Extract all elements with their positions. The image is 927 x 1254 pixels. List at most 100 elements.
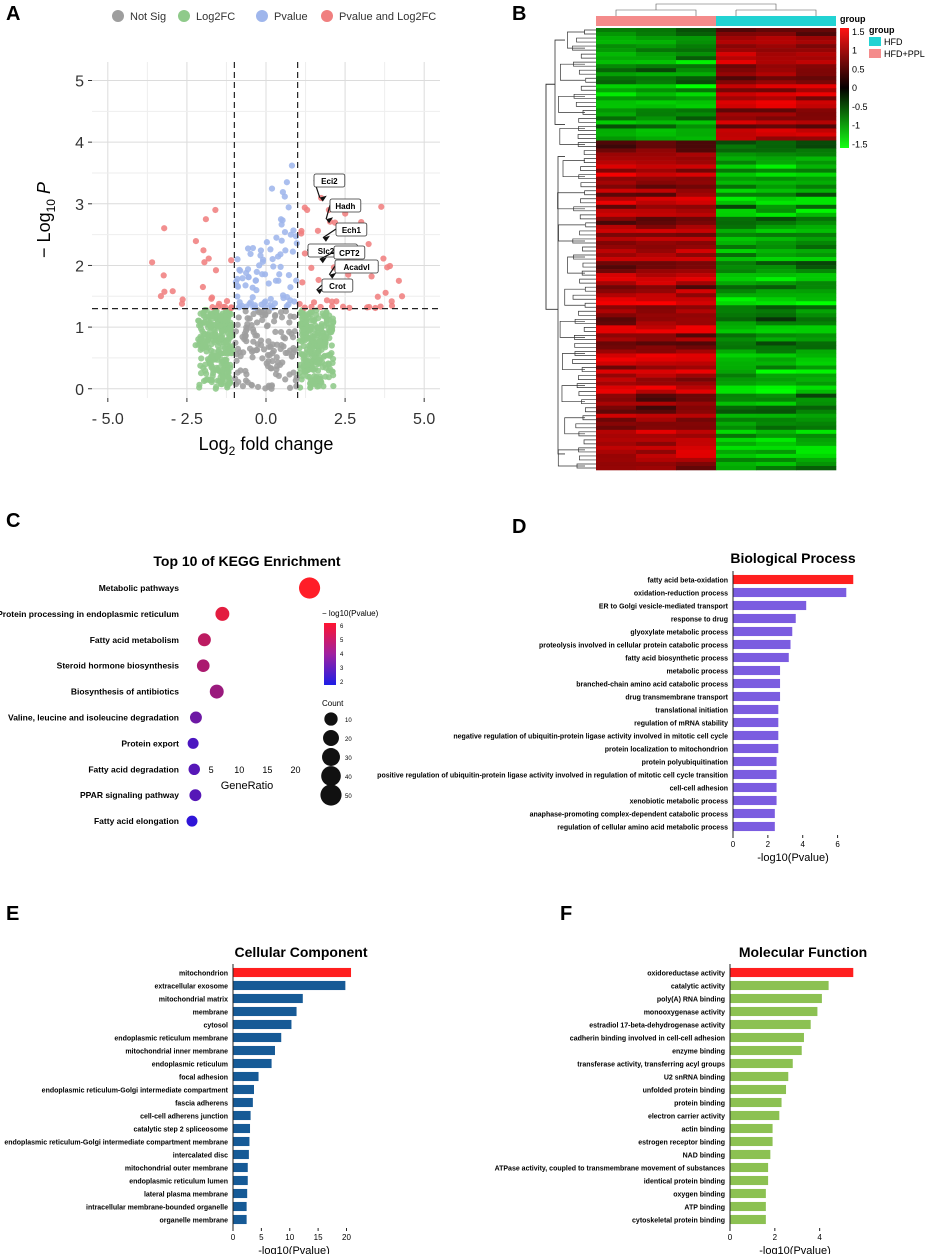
dendrogram-branch <box>584 302 596 308</box>
heatmap-cell <box>796 148 837 153</box>
heatmap-cell <box>756 437 797 443</box>
heatmap-cell <box>676 128 717 133</box>
heatmap-cell <box>636 100 677 105</box>
heatmap-cell <box>636 36 677 41</box>
heatmap-cell <box>716 401 757 407</box>
heatmap-cell <box>636 453 677 459</box>
heatmap-cell <box>676 341 717 346</box>
heatmap-cell <box>596 261 637 266</box>
heatmap-cell <box>636 425 677 431</box>
volcano-point <box>251 304 259 311</box>
heatmap-cell <box>596 132 637 137</box>
heatmap-cell <box>676 160 717 165</box>
heatmap-cell <box>796 457 837 463</box>
dendrogram-branch <box>557 449 585 467</box>
heatmap-cell <box>676 52 717 57</box>
heatmap-cell <box>636 92 677 97</box>
heatmap-cell <box>636 377 677 382</box>
heatmap-cell <box>796 224 837 230</box>
bp-category-label: negative regulation of ubiquitin-protein… <box>453 733 728 740</box>
bp-category-label: positive regulation of ubiquitin-protein… <box>377 772 728 779</box>
dendrogram-branch <box>577 134 596 139</box>
heatmap-cell <box>716 168 757 173</box>
heatmap-cell <box>756 457 797 463</box>
heatmap-cell <box>596 140 637 145</box>
heatmap-cell <box>716 184 757 190</box>
volcano-point <box>273 366 280 373</box>
heatmap-cell <box>716 96 757 101</box>
heatmap-cell <box>716 220 757 226</box>
volcano-point <box>304 366 311 374</box>
heatmap-cell <box>756 64 797 69</box>
gene-label-box <box>335 222 368 237</box>
heatmap-cell <box>756 373 797 378</box>
heatmap-cell <box>796 152 837 157</box>
heatmap-cell <box>796 441 837 447</box>
heatmap-cell <box>596 108 637 113</box>
dendrogram-branch <box>560 63 585 81</box>
volcano-point <box>277 263 284 271</box>
volcano-point <box>264 322 271 329</box>
mf-bar <box>730 1058 793 1069</box>
volcano-point <box>299 279 306 286</box>
heatmap-cell <box>636 108 677 113</box>
heatmap-cell <box>636 96 677 101</box>
heatmap-cell <box>676 68 717 73</box>
volcano-point <box>236 299 243 306</box>
volcano-point <box>248 381 255 388</box>
mf-category-label: NAD binding <box>683 1152 725 1159</box>
heatmap-cell <box>716 204 757 210</box>
volcano-point <box>309 316 316 323</box>
heatmap-cell <box>796 48 837 53</box>
heatmap-cell <box>796 180 837 186</box>
heatmap-cell <box>756 80 797 85</box>
volcano-point <box>234 369 241 376</box>
dendrogram-branch <box>584 286 596 292</box>
heatmap-cell <box>756 36 797 41</box>
cc-bar <box>233 1162 248 1173</box>
volcano-point <box>258 308 265 316</box>
heatmap-cell <box>796 140 837 145</box>
volcano-point <box>228 304 235 312</box>
color-legend-tick: 4 <box>340 652 344 658</box>
cc-category-label: cytosol <box>203 1022 228 1029</box>
heatmap-cell <box>636 140 677 145</box>
heatmap-cell <box>716 385 757 390</box>
heatmap-cell <box>796 401 837 407</box>
color-legend-tick: 5 <box>340 638 344 644</box>
heatmap-cell <box>596 56 637 61</box>
heatmap-cell <box>636 277 677 282</box>
heatmap-cell <box>636 184 677 190</box>
heatmap-cell <box>716 369 757 374</box>
heatmap-cell <box>796 52 837 57</box>
heatmap-cell <box>716 188 757 194</box>
heatmap-cell <box>756 261 797 266</box>
volcano-point <box>221 345 229 352</box>
heatmap-cell <box>596 329 637 334</box>
volcano-point <box>243 371 250 378</box>
heatmap-cell <box>796 285 837 290</box>
kegg-dot <box>196 659 210 673</box>
heatmap-cell <box>796 349 837 354</box>
volcano-point <box>244 315 251 322</box>
heatmap-cell <box>796 184 837 190</box>
cc-x-axis-title: -log10(Pvalue) <box>258 1245 330 1254</box>
heatmap-cell <box>796 200 837 206</box>
heatmap-cell <box>676 136 717 141</box>
heatmap-cell <box>716 192 757 198</box>
heatmap-cell <box>636 228 677 234</box>
heatmap-cell <box>716 40 757 45</box>
volcano-point <box>268 383 275 390</box>
heatmap-cell <box>716 357 757 362</box>
bp-x-tick-label: 0 <box>731 840 736 849</box>
heatmap-cell <box>716 461 757 467</box>
heatmap-cell <box>676 200 717 206</box>
heatmap-cell <box>756 240 797 246</box>
volcano-point <box>288 162 296 169</box>
volcano-point <box>202 361 209 368</box>
heatmap-cell <box>596 40 637 45</box>
heatmap-cell <box>636 293 677 298</box>
heatmap-cell <box>796 188 837 194</box>
heatmap-cell <box>796 453 837 459</box>
